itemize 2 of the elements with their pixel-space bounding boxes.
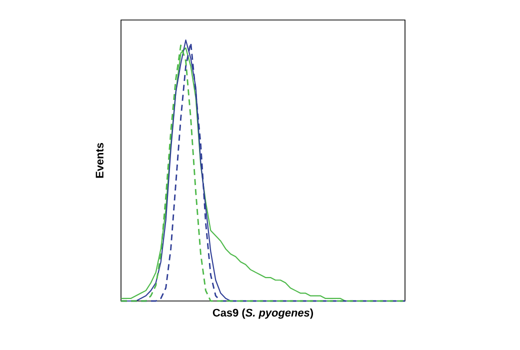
y-axis-title: Events — [96, 142, 104, 178]
x-axis-title: Cas9 (S. pyogenes) — [212, 308, 314, 319]
